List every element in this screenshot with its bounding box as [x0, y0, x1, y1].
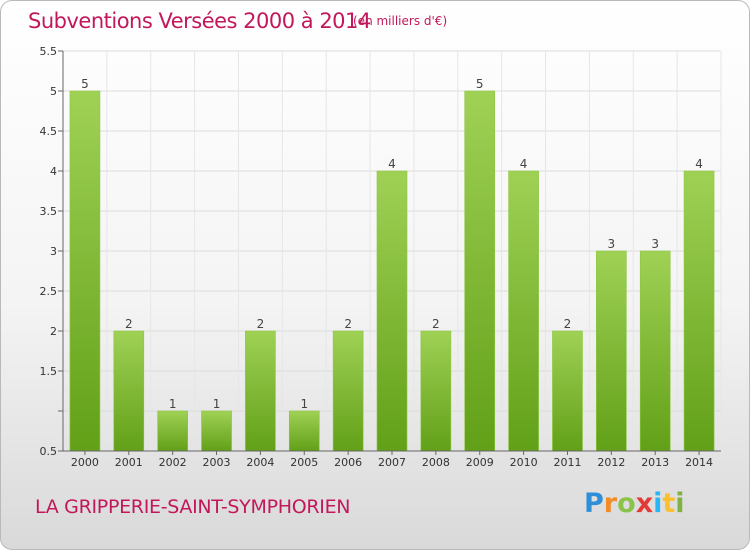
- bar-value-label: 5: [476, 77, 484, 91]
- bar-2010: [508, 170, 539, 452]
- bar-2014: [683, 170, 715, 452]
- bar-value-label: 2: [257, 317, 265, 331]
- x-tick-label: 2014: [685, 456, 713, 469]
- y-tick-label: 4.5: [40, 125, 58, 138]
- bar-value-label: 2: [125, 317, 133, 331]
- x-tick-label: 2013: [641, 456, 669, 469]
- bar-2007: [376, 170, 408, 452]
- y-tick-label: 3: [50, 245, 57, 258]
- x-tick-label: 2004: [246, 456, 274, 469]
- bar-2012: [596, 250, 627, 452]
- x-tick-label: 2003: [203, 456, 231, 469]
- bar-value-label: 3: [651, 237, 659, 251]
- bar-2003: [201, 410, 232, 452]
- axes: [58, 50, 721, 455]
- chart-title: Subventions Versées 2000 à 2014: [28, 9, 371, 33]
- bar-2008: [420, 330, 452, 452]
- x-tick-label: 2008: [422, 456, 450, 469]
- bar-2004: [245, 330, 276, 452]
- bar-2000: [69, 90, 101, 452]
- bar-value-label: 3: [608, 237, 616, 251]
- bar-value-label: 2: [564, 317, 572, 331]
- proxiti-logo: Proxiti: [584, 488, 685, 519]
- bar-2001: [113, 330, 145, 452]
- x-tick-label: 2009: [466, 456, 494, 469]
- bar-value-label: 1: [169, 397, 177, 411]
- bar-2006: [332, 330, 364, 452]
- chart-unit: (en milliers d'€): [353, 14, 448, 28]
- y-tick-label: 4: [50, 165, 57, 178]
- x-tick-label: 2010: [510, 456, 538, 469]
- y-tick-label: 5.5: [40, 45, 58, 58]
- y-tick-label: 5: [50, 85, 57, 98]
- x-tick-label: 2005: [290, 456, 318, 469]
- x-tick-label: 2001: [115, 456, 143, 469]
- bar-value-label: 1: [300, 397, 308, 411]
- commune-name: LA GRIPPERIE-SAINT-SYMPHORIEN: [35, 496, 351, 518]
- labels: 0.5 1.5 2 2.5 3 3.5 4 4.5 5 5.5 5 2000 2 2001 1 2002 1 20…: [40, 45, 714, 469]
- bar-value-label: 4: [520, 157, 528, 171]
- y-tick-label: 2: [50, 325, 57, 338]
- x-tick-label: 2000: [71, 456, 99, 469]
- x-tick-label: 2007: [378, 456, 406, 469]
- y-tick-label: 0.5: [40, 445, 58, 458]
- bar-2005: [288, 410, 320, 452]
- bar-value-label: 2: [432, 317, 440, 331]
- y-tick-label: 1.5: [40, 365, 58, 378]
- x-tick-label: 2006: [334, 456, 362, 469]
- bar-2011: [552, 330, 583, 452]
- bar-value-label: 2: [344, 317, 352, 331]
- x-tick-label: 2011: [553, 456, 581, 469]
- bars: [69, 90, 715, 452]
- bar-value-label: 5: [81, 77, 89, 91]
- x-tick-label: 2002: [159, 456, 187, 469]
- bar-2002: [157, 410, 188, 452]
- bar-2009: [464, 90, 496, 452]
- bar-value-label: 1: [213, 397, 221, 411]
- y-tick-label: 2.5: [40, 285, 58, 298]
- y-tick-label: 3.5: [40, 205, 58, 218]
- x-tick-label: 2012: [597, 456, 625, 469]
- bar-value-label: 4: [388, 157, 396, 171]
- bar-value-label: 4: [695, 157, 703, 171]
- bar-2013: [639, 250, 671, 452]
